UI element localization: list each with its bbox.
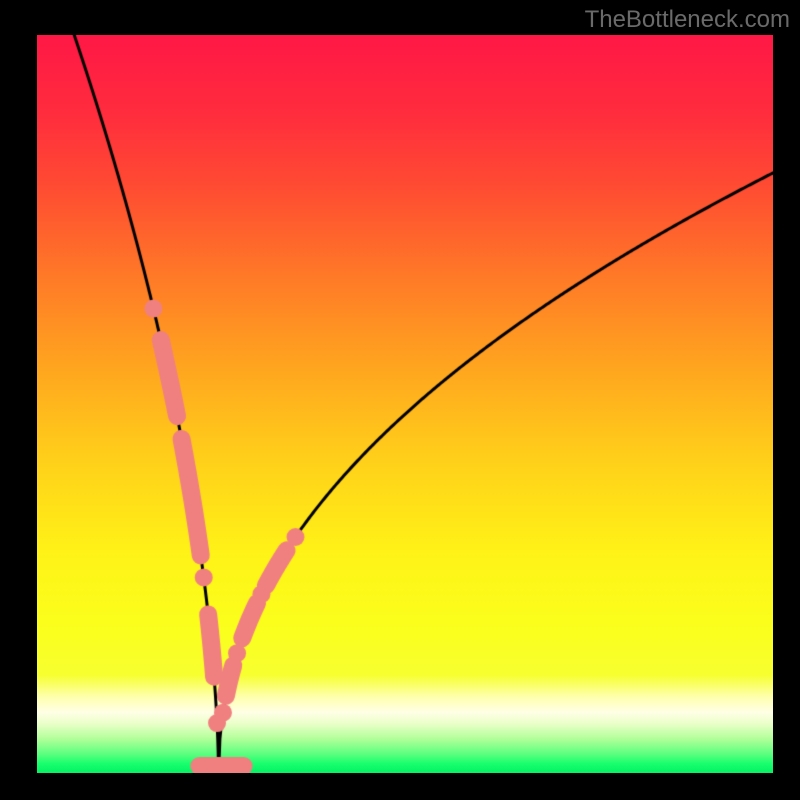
plot-border-right xyxy=(773,35,775,775)
plot-border-bottom xyxy=(35,773,775,775)
plot-area xyxy=(35,35,775,775)
curve-layer xyxy=(35,35,775,775)
chart-root: TheBottleneck.com xyxy=(0,0,800,800)
plot-border-left xyxy=(35,35,37,775)
watermark-text: TheBottleneck.com xyxy=(585,6,790,34)
